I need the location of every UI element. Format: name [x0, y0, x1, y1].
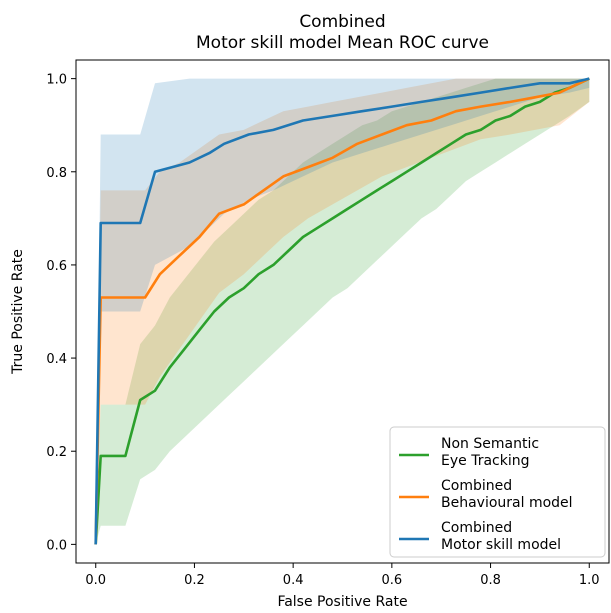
legend-label: Eye Tracking: [441, 453, 529, 469]
y-tick-label: 0.8: [46, 166, 67, 181]
legend-label: Non Semantic: [441, 436, 539, 452]
y-tick-label: 1.0: [46, 73, 67, 88]
confidence-band-2: [95, 78, 590, 545]
series-line-0: [94, 77, 590, 545]
legend-box: [389, 426, 606, 558]
plot-frame: [75, 59, 610, 564]
x-tick-label: 0.2: [184, 573, 205, 588]
y-tick-label: 0.6: [46, 259, 67, 274]
title-line: Combined: [299, 12, 385, 32]
legend-label: Combined: [441, 520, 512, 536]
x-tick-label: 0.6: [382, 573, 403, 588]
legend-label: Combined: [441, 478, 512, 494]
confidence-band-0: [95, 78, 590, 545]
legend-label: Motor skill model: [441, 537, 561, 553]
x-tick-label: 0.4: [283, 573, 304, 588]
legend: Non Semantic Eye Tracking Combined Behavi…: [389, 426, 606, 558]
confidence-bands: [95, 78, 590, 545]
x-tick-label: 1.0: [579, 573, 600, 588]
x-axis-ticks: 0.0 0.2 0.4 0.6 0.8 1.0: [85, 563, 600, 588]
y-axis-ticks: 0.0 0.2 0.4 0.6 0.8 1.0: [46, 73, 76, 553]
y-tick-label: 0.2: [46, 445, 67, 460]
confidence-band-1: [95, 78, 590, 545]
x-tick-label: 0.8: [480, 573, 501, 588]
x-axis-label: False Positive Rate: [277, 594, 407, 610]
y-tick-label: 0.4: [46, 352, 67, 367]
legend-label: Behavioural model: [441, 495, 573, 511]
title-line: Motor skill model Mean ROC curve: [196, 33, 489, 53]
y-tick-label: 0.0: [46, 538, 67, 553]
series-line-1: [94, 77, 590, 545]
y-axis-label: True Positive Rate: [10, 249, 26, 375]
series-line-2: [94, 77, 590, 545]
x-tick-label: 0.0: [85, 573, 106, 588]
series-lines: [94, 77, 590, 545]
